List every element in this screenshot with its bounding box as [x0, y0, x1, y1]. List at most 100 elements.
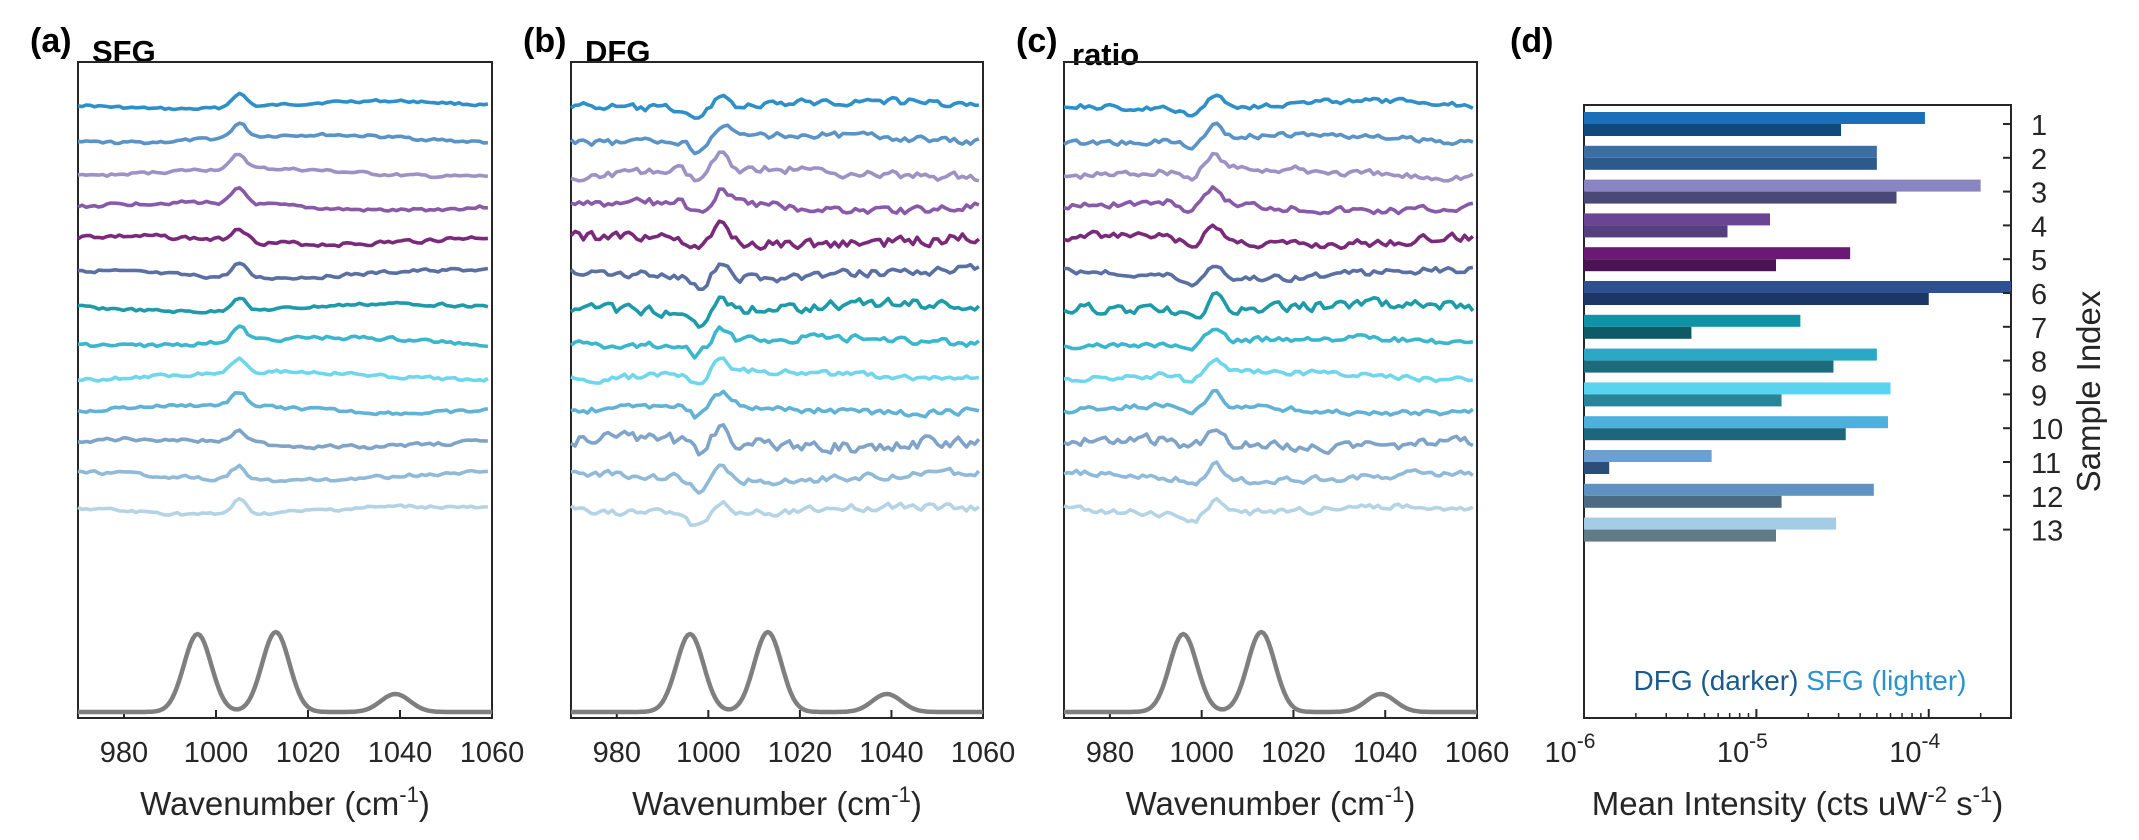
- reference-spectrum: [571, 629, 983, 715]
- panel-b-title: DFG: [585, 34, 650, 69]
- bar-dfg-11: [1584, 462, 1610, 474]
- x-tick-label: 1020: [1261, 737, 1326, 769]
- bar-dfg-6: [1584, 293, 1929, 305]
- x-tick-label: 1000: [1169, 737, 1234, 769]
- bar-sfg-8: [1584, 348, 1877, 361]
- sample-trace-1: [77, 91, 489, 112]
- sample-trace-7: [570, 295, 981, 329]
- bar-sfg-5: [1584, 247, 1851, 260]
- x-tick-label: 1000: [676, 737, 741, 769]
- x-tick-label: 1020: [768, 737, 833, 769]
- panel-a-title: SFG: [92, 34, 156, 69]
- x-axis-label: Wavenumber (cm-1): [632, 782, 922, 822]
- y-tick-label: 2: [2031, 144, 2047, 176]
- panel-c-letter: (c): [1016, 22, 1058, 60]
- panel-c-ratio: (c) ratio 980 1000 1020 1040 1060 Wavenumber …: [1016, 22, 1509, 822]
- bar-dfg-10: [1584, 428, 1846, 441]
- bar-dfg-12: [1584, 495, 1782, 508]
- sample-trace-7: [77, 296, 489, 315]
- sample-trace-12: [1063, 460, 1474, 487]
- panel-a-letter: (a): [30, 22, 72, 60]
- bar-sfg-4: [1584, 213, 1771, 226]
- sample-trace-12: [77, 463, 488, 484]
- sample-trace-13: [1063, 496, 1474, 524]
- sample-trace-4: [77, 186, 488, 213]
- sample-trace-12: [570, 463, 981, 495]
- x-tick-label: 980: [593, 737, 641, 769]
- sample-trace-5: [1063, 223, 1475, 250]
- reference-spectrum: [1064, 629, 1477, 715]
- y-tick-label: 9: [2031, 380, 2047, 412]
- x-tick-label: 1060: [951, 737, 1016, 769]
- sample-trace-3: [77, 152, 489, 180]
- sample-trace-1: [570, 93, 979, 120]
- bar-sfg-12: [1584, 483, 1874, 496]
- sample-trace-10: [77, 391, 489, 417]
- sample-trace-5: [77, 227, 489, 249]
- panel-b-letter: (b): [523, 22, 566, 60]
- sample-trace-2: [569, 123, 980, 156]
- sample-trace-13: [77, 496, 488, 517]
- sample-trace-4: [1063, 185, 1474, 216]
- bar-sfg-13: [1584, 517, 1837, 530]
- panel-a-sfg: (a) SFG 980 1000 1020 1040 1060 Wavenumber (c…: [30, 22, 524, 822]
- y-tick-label: 8: [2031, 347, 2047, 379]
- x-tick-label: 1040: [368, 737, 433, 769]
- bar-dfg-7: [1584, 326, 1692, 339]
- bar-dfg-3: [1584, 191, 1897, 204]
- sample-trace-9: [570, 356, 980, 386]
- y-tick-label: 12: [2031, 482, 2063, 514]
- bar-sfg-7: [1584, 314, 1801, 327]
- x-tick-label: 980: [1086, 737, 1134, 769]
- bar-dfg-1: [1584, 124, 1842, 136]
- y-tick-label: 13: [2031, 516, 2063, 548]
- sample-trace-13: [569, 500, 980, 527]
- sample-trace-2: [77, 121, 488, 146]
- y-tick-label: 7: [2031, 313, 2047, 345]
- bar-sfg-10: [1584, 416, 1888, 429]
- x-tick-label: 980: [100, 737, 148, 769]
- bar-dfg-9: [1584, 394, 1782, 407]
- sample-trace-11: [570, 423, 981, 457]
- plot-frame: [77, 61, 493, 719]
- bar-plot-frame: [1583, 104, 2012, 719]
- y-axis-label: Sample Index: [2070, 290, 2107, 492]
- sample-trace-8: [78, 324, 489, 349]
- y-tick-label: 5: [2031, 245, 2047, 277]
- x-axis-label: Mean Intensity (cts uW-2 s-1): [1592, 782, 2003, 822]
- sample-trace-9: [77, 356, 489, 383]
- bar-sfg-1: [1584, 112, 1925, 124]
- bar-sfg-9: [1584, 382, 1891, 395]
- y-tick-label: 11: [2031, 448, 2061, 480]
- bar-dfg-2: [1584, 157, 1877, 170]
- sample-trace-7: [1063, 291, 1475, 320]
- x-tick-label: 10-6: [1545, 730, 1596, 769]
- sample-trace-1: [1063, 93, 1474, 118]
- sample-trace-3: [570, 150, 980, 183]
- x-tick-label: 10-4: [1889, 730, 1940, 769]
- x-tick-label: 1020: [276, 737, 341, 769]
- x-tick-label: 10-5: [1717, 730, 1768, 769]
- y-tick-label: 10: [2031, 414, 2063, 446]
- sample-trace-8: [569, 325, 980, 360]
- bar-dfg-13: [1584, 529, 1777, 542]
- x-tick-label: 1000: [184, 737, 249, 769]
- panel-d-letter: (d): [1510, 22, 1553, 60]
- legend: DFG (darker) SFG (lighter): [1634, 665, 1967, 696]
- x-axis-label: Wavenumber (cm-1): [140, 782, 430, 822]
- bar-sfg-6: [1584, 281, 2011, 293]
- panel-c-title: ratio: [1072, 37, 1139, 72]
- sample-trace-10: [570, 389, 980, 420]
- sample-trace-6: [1063, 264, 1474, 288]
- sample-trace-3: [1063, 151, 1474, 183]
- bar-dfg-5: [1584, 259, 1777, 272]
- bar-dfg-8: [1584, 360, 1834, 373]
- sample-trace-6: [569, 262, 980, 291]
- sample-trace-2: [1063, 121, 1474, 151]
- sample-trace-5: [569, 219, 981, 251]
- x-tick-label: 1060: [460, 737, 525, 769]
- bar-sfg-11: [1584, 450, 1712, 462]
- sample-trace-10: [1063, 388, 1474, 417]
